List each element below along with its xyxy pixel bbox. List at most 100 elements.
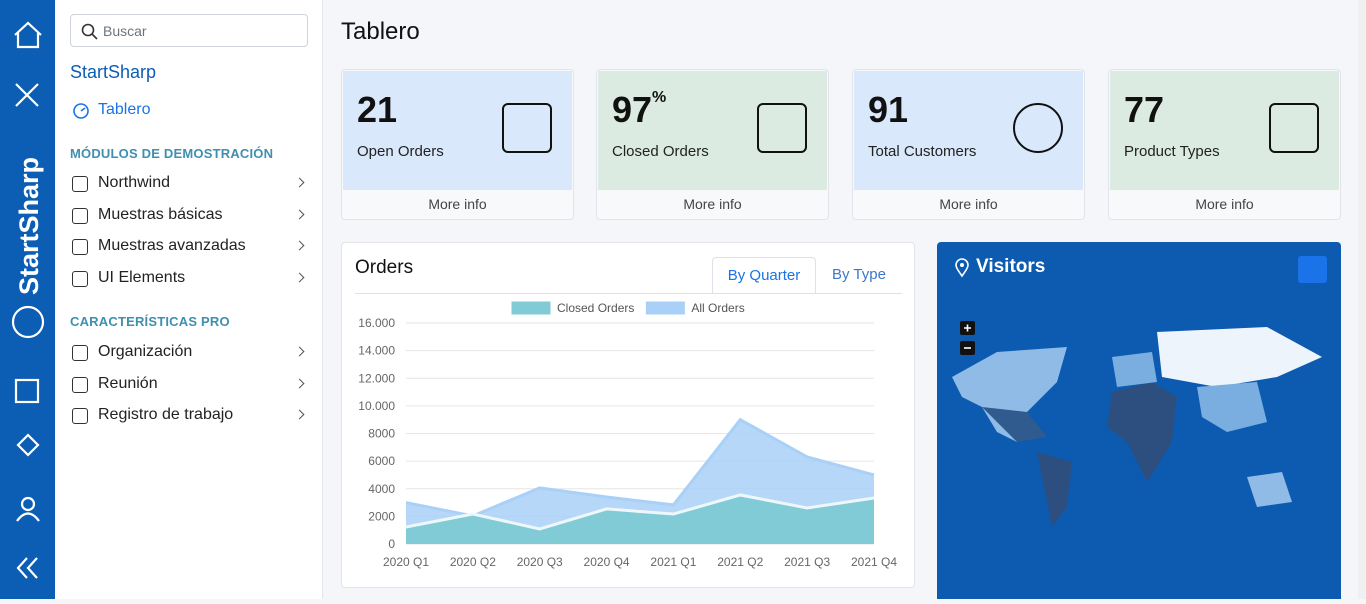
app-title[interactable]: StartSharp bbox=[70, 62, 157, 82]
tab[interactable]: By Quarter bbox=[712, 257, 816, 294]
scrollbar[interactable] bbox=[1358, 0, 1366, 599]
icon-bar: StartSharp bbox=[0, 0, 55, 599]
card-top: 77 Product Types bbox=[1110, 71, 1339, 190]
card-icon bbox=[502, 103, 552, 153]
home-icon[interactable] bbox=[14, 21, 42, 49]
collapse-icon[interactable] bbox=[16, 557, 38, 579]
more-info[interactable]: More info bbox=[1195, 196, 1254, 212]
world-map bbox=[952, 321, 1322, 527]
nav-item[interactable]: Organización bbox=[98, 343, 193, 360]
more-info[interactable]: More info bbox=[939, 196, 998, 212]
theme-icon[interactable] bbox=[16, 433, 40, 457]
region bbox=[1037, 452, 1072, 527]
stat-card: 21 Open Orders More info bbox=[341, 69, 574, 220]
region bbox=[1112, 352, 1157, 387]
visitors-title: Visitors bbox=[976, 256, 1046, 277]
page-title: Tablero bbox=[341, 18, 420, 45]
nav-icon bbox=[72, 176, 88, 192]
stat-card: 77 Product Types More info bbox=[1108, 69, 1341, 220]
tools-icon[interactable] bbox=[15, 83, 39, 107]
card-icon bbox=[757, 103, 807, 153]
y-tick-label: 8000 bbox=[368, 427, 395, 441]
card-value: 97% bbox=[612, 89, 667, 130]
dashboard-link[interactable]: Tablero bbox=[98, 101, 151, 118]
visitors-panel: Visitors bbox=[937, 242, 1341, 599]
nav-item[interactable]: Northwind bbox=[98, 174, 171, 191]
x-tick-label: 2021 Q1 bbox=[650, 555, 696, 569]
y-tick-label: 4000 bbox=[368, 482, 395, 496]
card-value: 21 bbox=[357, 89, 398, 130]
brand-logo bbox=[11, 305, 45, 339]
nav-item[interactable]: Reunión bbox=[98, 375, 158, 392]
legend-swatch bbox=[511, 301, 551, 315]
dashboard-icon bbox=[73, 103, 89, 119]
nav-icon bbox=[72, 239, 88, 255]
tab[interactable]: By Type bbox=[832, 266, 886, 283]
user-icon[interactable] bbox=[20, 496, 36, 512]
user-icon-body bbox=[16, 512, 40, 522]
y-tick-label: 16.000 bbox=[358, 316, 395, 330]
x-tick-label: 2021 Q4 bbox=[851, 555, 897, 569]
nav-icon bbox=[72, 377, 88, 393]
x-tick-label: 2020 Q3 bbox=[517, 555, 563, 569]
region bbox=[1157, 327, 1322, 387]
more-info[interactable]: More info bbox=[428, 196, 487, 212]
legend-label: Closed Orders bbox=[557, 301, 634, 315]
card-label: Open Orders bbox=[357, 143, 444, 160]
y-tick-label: 14.000 bbox=[358, 344, 395, 358]
card-label: Closed Orders bbox=[612, 143, 709, 160]
y-tick-label: 6000 bbox=[368, 454, 395, 468]
nav-item[interactable]: Muestras básicas bbox=[98, 206, 223, 223]
icon-bar-icons: StartSharp bbox=[11, 21, 45, 579]
stat-card: 97% Closed Orders More info bbox=[596, 69, 829, 220]
card-label: Product Types bbox=[1124, 143, 1220, 160]
y-tick-label: 0 bbox=[388, 537, 395, 551]
nav-item[interactable]: UI Elements bbox=[98, 269, 186, 286]
translate-icon[interactable] bbox=[14, 378, 40, 404]
x-tick-label: 2020 Q2 bbox=[450, 555, 496, 569]
tab-divider bbox=[355, 293, 902, 294]
x-tick-label: 2021 Q2 bbox=[717, 555, 763, 569]
pin-icon bbox=[955, 258, 969, 278]
region bbox=[952, 347, 1067, 442]
area-line bbox=[405, 493, 875, 531]
card-top: 97% Closed Orders bbox=[598, 71, 827, 190]
search-box[interactable]: Buscar bbox=[70, 14, 308, 47]
section-title: MÓDULOS DE DEMOSTRACIÓN bbox=[70, 146, 274, 161]
legend-swatch bbox=[645, 301, 685, 315]
region bbox=[1107, 382, 1177, 482]
search-icon bbox=[81, 23, 98, 40]
card-top: 91 Total Customers bbox=[854, 71, 1083, 190]
nav-icon bbox=[72, 408, 88, 424]
search-placeholder: Buscar bbox=[103, 23, 147, 39]
card-top: 21 Open Orders bbox=[343, 71, 572, 190]
card-icon bbox=[1013, 103, 1063, 153]
x-tick-label: 2021 Q3 bbox=[784, 555, 830, 569]
nav-icon bbox=[72, 345, 88, 361]
region bbox=[1247, 472, 1292, 507]
legend-label: All Orders bbox=[691, 301, 744, 315]
nav-icon bbox=[72, 208, 88, 224]
y-tick-label: 2000 bbox=[368, 509, 395, 523]
orders-chart: 0 2000 4000 6000 8000 10.000 12.000 14.000 16.00… bbox=[358, 301, 897, 569]
region bbox=[982, 407, 1047, 442]
calendar-button[interactable] bbox=[1298, 256, 1327, 283]
orders-title: Orders bbox=[355, 257, 414, 278]
x-tick-label: 2020 Q1 bbox=[383, 555, 429, 569]
sidebar bbox=[55, 0, 323, 599]
card-label: Total Customers bbox=[868, 143, 977, 160]
brand-vertical: StartSharp bbox=[14, 157, 44, 295]
more-info[interactable]: More info bbox=[683, 196, 742, 212]
x-tick-label: 2020 Q4 bbox=[584, 555, 630, 569]
section-title: CARACTERÍSTICAS PRO bbox=[70, 314, 230, 329]
area-line bbox=[405, 417, 875, 518]
card-unit: % bbox=[652, 89, 667, 106]
card-value: 77 bbox=[1124, 89, 1165, 130]
nav-item[interactable]: Registro de trabajo bbox=[98, 406, 234, 423]
stat-card: 91 Total Customers More info bbox=[852, 69, 1085, 220]
nav-icon bbox=[72, 271, 88, 287]
region bbox=[1197, 382, 1267, 432]
area bbox=[406, 494, 874, 544]
nav-item[interactable]: Muestras avanzadas bbox=[98, 237, 246, 254]
